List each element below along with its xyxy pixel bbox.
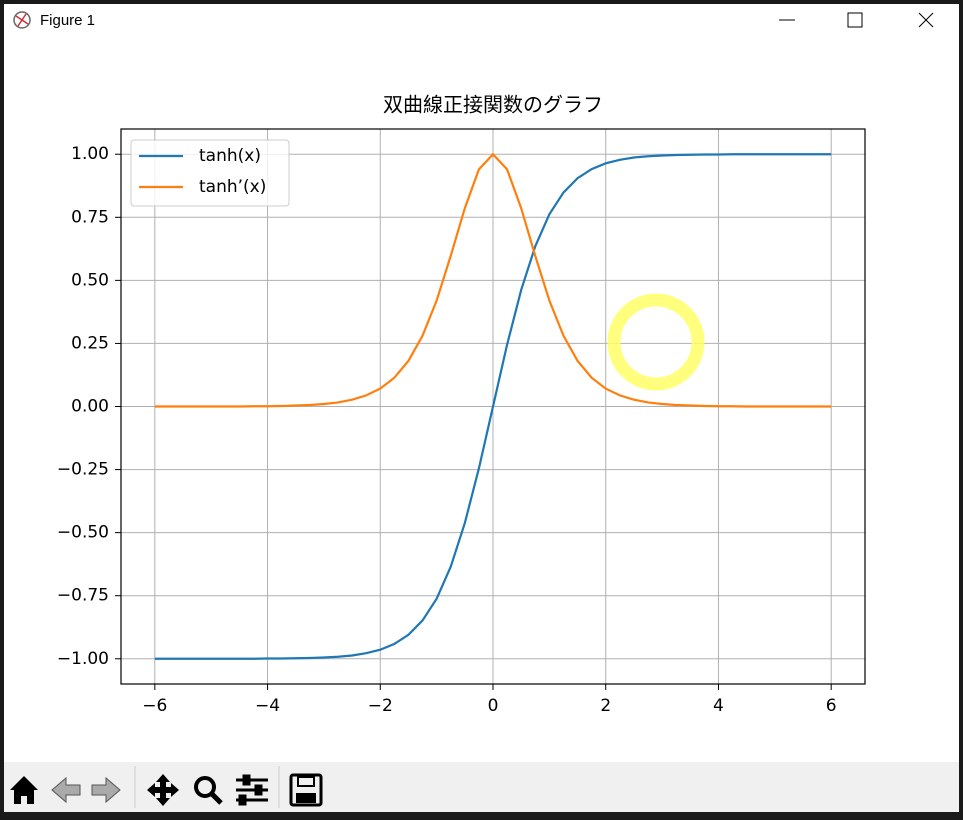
cursor-highlight — [607, 293, 705, 391]
y-tick-label: 0.50 — [71, 270, 109, 290]
x-tick-label: 4 — [713, 696, 724, 716]
x-tick-label: −6 — [142, 696, 167, 716]
forward-button[interactable] — [91, 776, 121, 804]
x-tick-label: −2 — [368, 696, 393, 716]
y-tick-label: −0.75 — [57, 586, 109, 606]
x-tick-label: 6 — [826, 696, 837, 716]
x-tick-label: −4 — [255, 696, 280, 716]
y-tick-label: −1.00 — [57, 649, 109, 669]
back-button[interactable] — [51, 776, 81, 804]
pan-button[interactable] — [147, 774, 179, 806]
toolbar — [4, 762, 959, 812]
chart-title: 双曲線正接関数のグラフ — [383, 93, 603, 117]
x-tick-label: 2 — [600, 696, 611, 716]
zoom-button[interactable] — [194, 776, 223, 805]
toolbar-buttons — [10, 773, 323, 807]
legend-label: tanh’(x) — [199, 177, 266, 197]
y-tick-label: 1.00 — [71, 144, 109, 164]
configure-button[interactable] — [236, 774, 268, 806]
y-tick-label: −0.50 — [57, 523, 109, 543]
legend-label: tanh(x) — [199, 146, 261, 166]
maximize-button[interactable] — [847, 12, 863, 28]
save-button[interactable] — [289, 773, 323, 807]
y-tick-label: 0.25 — [71, 333, 109, 353]
app-icon-mark — [15, 13, 29, 27]
close-button[interactable] — [918, 12, 934, 28]
home-button[interactable] — [10, 776, 38, 804]
window-title: Figure 1 — [40, 12, 95, 29]
series-line — [154, 152, 832, 408]
y-tick-label: 0.00 — [71, 397, 109, 417]
series-line — [154, 153, 832, 660]
y-tick-label: 0.75 — [71, 207, 109, 227]
y-tick-label: −0.25 — [57, 460, 109, 480]
x-tick-label: 0 — [488, 696, 499, 716]
